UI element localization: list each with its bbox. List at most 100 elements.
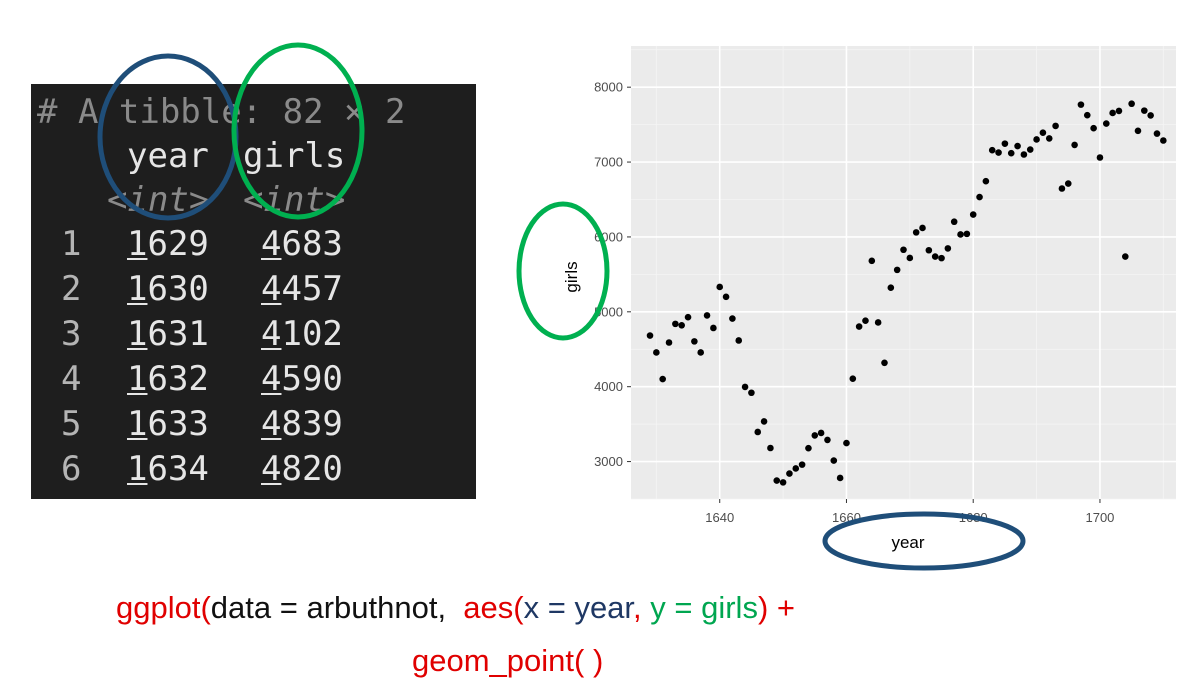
cell-girls-rest: 590: [281, 359, 343, 399]
cell-year-rest: 629: [147, 224, 209, 264]
data-point: [741, 383, 749, 391]
column-header-year: year: [127, 136, 209, 176]
row-index: 4: [61, 359, 82, 399]
data-point: [868, 257, 876, 265]
cell-year-rest: 634: [147, 449, 209, 489]
code-aes: aes(: [463, 590, 524, 625]
grid-major: [631, 46, 1176, 499]
data-point: [684, 313, 692, 321]
highlight-ellipse-year-column: [97, 53, 239, 221]
data-point: [976, 193, 983, 201]
data-point: [1014, 142, 1021, 150]
data-point: [767, 444, 774, 452]
data-points: [646, 100, 1167, 486]
data-point: [925, 246, 933, 254]
x-axis-title: year: [891, 533, 924, 552]
cell-girls-lead-digit: 4: [261, 224, 282, 264]
cell-girls-lead-digit: 4: [261, 449, 282, 489]
data-point: [798, 461, 806, 468]
data-point: [995, 149, 1002, 156]
column-header-girls: girls: [243, 136, 346, 176]
cell-girls-rest: 457: [281, 269, 343, 309]
data-point: [893, 266, 901, 274]
cell-year-rest: 630: [147, 269, 209, 309]
data-point: [697, 349, 705, 356]
data-point: [659, 375, 666, 383]
data-point: [678, 321, 685, 329]
cell-year-lead-digit: 1: [127, 359, 148, 399]
code-x-mapping: x = year: [523, 590, 634, 625]
data-point: [729, 315, 736, 322]
highlight-ellipse-x-axis: [822, 511, 1026, 571]
data-point: [944, 245, 952, 252]
data-point: [665, 339, 673, 346]
data-point: [1001, 140, 1009, 147]
data-point: [1039, 129, 1047, 137]
plot-panel: [631, 46, 1176, 499]
cell-year-rest: 633: [147, 404, 209, 444]
cell-girls: 4102: [261, 312, 343, 356]
cell-girls: 4457: [261, 267, 343, 311]
data-point: [824, 436, 831, 444]
row-index: 5: [61, 404, 82, 444]
data-point: [722, 293, 730, 301]
data-point: [931, 253, 939, 260]
y-tick-label: 3000: [594, 454, 623, 469]
data-point: [653, 349, 660, 356]
cell-year-lead-digit: 1: [127, 269, 148, 309]
code-close-plus: ) +: [757, 590, 795, 625]
row-index: 1: [61, 224, 82, 264]
code-line-2: geom_point( ): [412, 643, 604, 678]
data-point: [817, 429, 825, 437]
data-point: [710, 324, 717, 332]
data-point: [805, 444, 812, 452]
data-point: [1071, 141, 1078, 149]
x-tick-label: 1640: [705, 510, 734, 525]
data-point: [963, 230, 971, 238]
data-point: [811, 432, 819, 439]
data-point: [1033, 136, 1040, 143]
data-point: [748, 389, 755, 397]
highlight-ellipse-y-axis: [516, 201, 610, 341]
data-point: [703, 312, 711, 319]
data-point: [1090, 124, 1097, 132]
cell-year: 1629: [127, 222, 209, 266]
data-point: [1083, 111, 1091, 119]
data-point: [1128, 100, 1135, 108]
y-tick-label: 8000: [594, 80, 623, 95]
data-point: [862, 317, 869, 325]
data-point: [1122, 253, 1129, 260]
data-point: [646, 332, 654, 339]
row-index: 2: [61, 269, 82, 309]
cell-girls: 4839: [261, 402, 343, 446]
code-comma: ,: [633, 590, 651, 625]
data-point: [1109, 109, 1116, 117]
data-point: [919, 224, 926, 232]
data-point: [887, 284, 895, 291]
data-point: [691, 338, 698, 345]
data-point: [988, 146, 996, 154]
data-point: [779, 479, 787, 486]
code-ggplot: ggplot(: [116, 590, 211, 625]
data-point: [1045, 135, 1053, 142]
data-point: [1007, 149, 1015, 157]
data-point: [1134, 127, 1142, 135]
data-point: [912, 229, 920, 236]
data-point: [773, 477, 781, 484]
row-index: 6: [61, 449, 82, 489]
data-point: [969, 211, 977, 218]
data-point: [1058, 185, 1066, 192]
data-point: [957, 231, 964, 238]
y-tick-label: 7000: [594, 155, 623, 170]
data-point: [1102, 120, 1110, 127]
data-point: [950, 218, 958, 226]
cell-year: 1632: [127, 357, 209, 401]
data-point: [938, 254, 945, 262]
data-point: [792, 465, 800, 472]
data-point: [1052, 122, 1059, 130]
data-point: [735, 337, 743, 344]
data-point: [982, 177, 990, 185]
data-point: [849, 375, 857, 382]
data-point: [836, 474, 844, 482]
